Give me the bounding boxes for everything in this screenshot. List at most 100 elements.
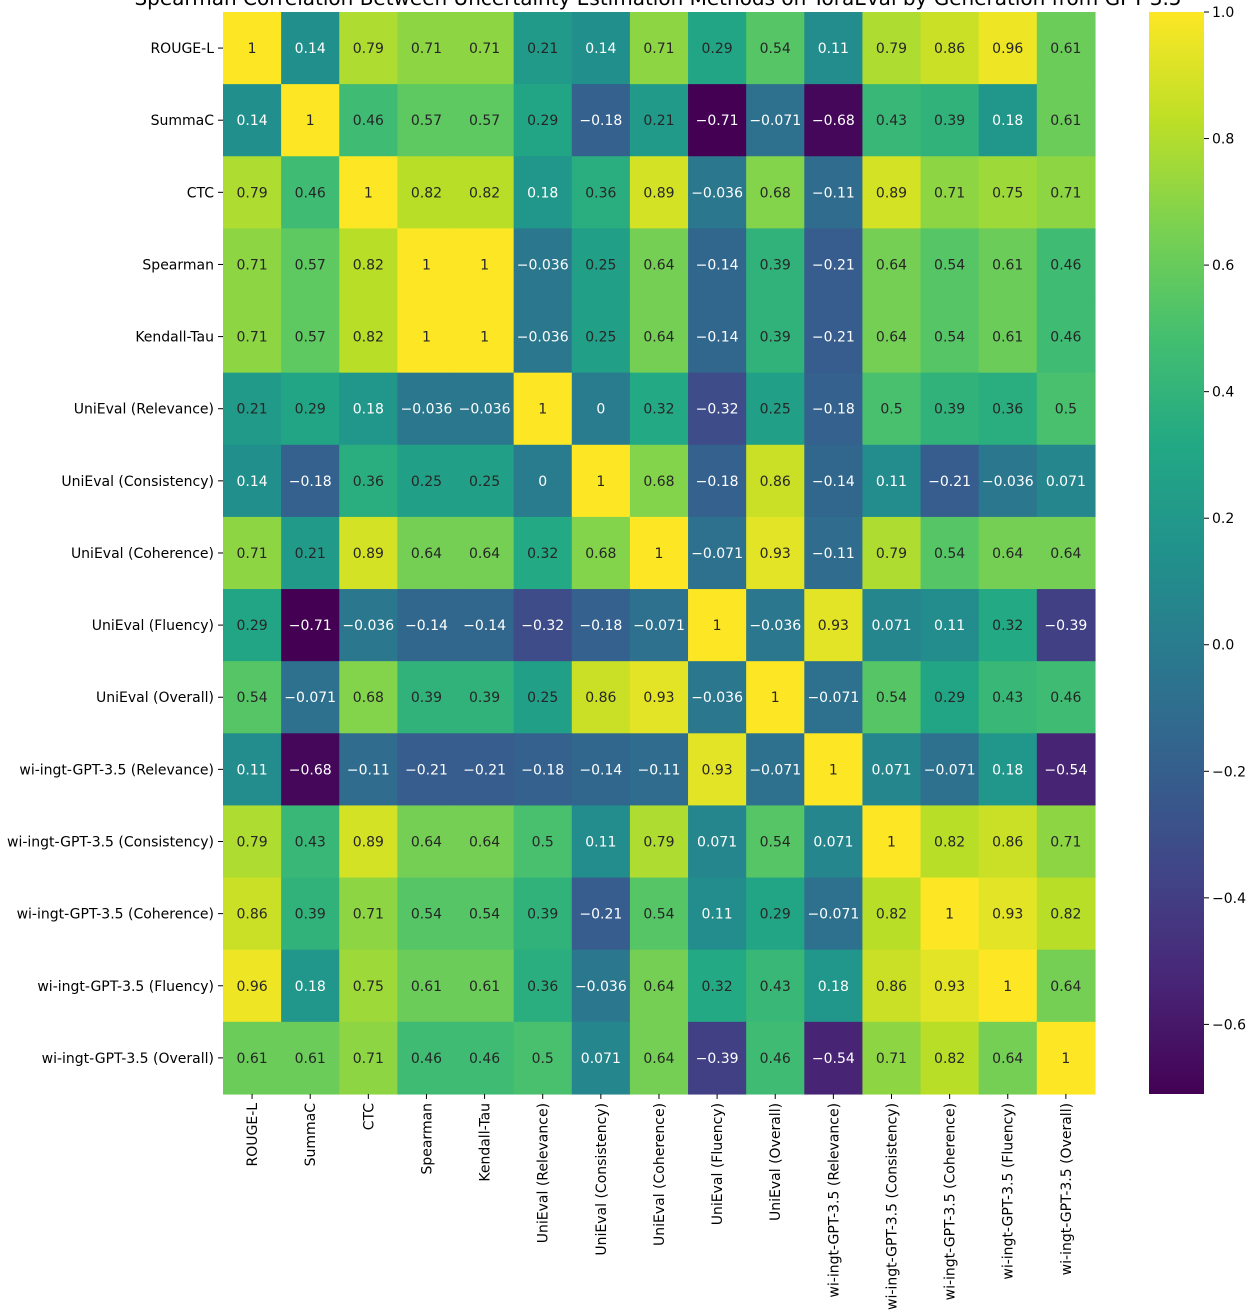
x-tick-label: ROUGE-L	[245, 1103, 261, 1167]
heatmap-cell	[339, 156, 398, 229]
cell-value-label: −0.11	[812, 185, 855, 201]
y-tick-label: CTC	[187, 185, 215, 201]
cell-value-label: 0.71	[1050, 185, 1081, 201]
cell-value-label: 0.18	[295, 979, 326, 995]
heatmap-cell	[339, 733, 398, 807]
colorbar-tick-label: −0.4	[1212, 891, 1246, 907]
cell-value-label: 0.89	[876, 185, 907, 201]
cell-value-label: 0.54	[876, 690, 907, 706]
heatmap-cell	[513, 516, 573, 590]
heatmap-cell	[920, 12, 980, 85]
cell-value-label: 0.46	[469, 1051, 500, 1067]
heatmap-cell	[920, 84, 980, 157]
cell-value-label: 0.71	[353, 907, 384, 923]
cell-value-label: 0.29	[236, 618, 267, 634]
cell-value-label: 0.64	[992, 1051, 1023, 1067]
cell-value-label: 0.93	[992, 907, 1023, 923]
heatmap-cell	[223, 661, 282, 734]
cell-value-label: 0.25	[585, 330, 616, 346]
heatmap-cell	[688, 156, 747, 229]
heatmap-cell	[397, 12, 457, 85]
cell-value-label: 0.39	[469, 690, 500, 706]
heatmap-cell	[339, 589, 398, 662]
cell-value-label: 0.61	[295, 1051, 326, 1067]
heatmap-cell	[746, 589, 805, 662]
heatmap-cell	[746, 156, 805, 229]
heatmap-cell	[804, 1021, 864, 1095]
cell-value-label: 0.14	[585, 41, 616, 57]
cell-value-label: 0.82	[469, 185, 500, 201]
heatmap-cells: 1 0.14 0.79 0.71 0.71 0.21 0.14 0.71 0.29 0.54 0.1…	[223, 12, 1096, 1095]
cell-value-label: 0.54	[643, 907, 674, 923]
cell-value-label: 0.071	[581, 1051, 621, 1067]
cell-value-label: 0.82	[876, 907, 907, 923]
cell-value-label: 0.11	[585, 834, 616, 850]
heatmap-cell	[455, 372, 515, 446]
cell-value-label: 0.25	[585, 257, 616, 273]
heatmap-cell	[339, 949, 398, 1023]
heatmap-cell	[804, 589, 864, 662]
cell-value-label: −0.68	[289, 762, 332, 778]
x-tick-label: wi-ingt-GPT-3.5 (Overall)	[1059, 1103, 1075, 1275]
heatmap-cell	[397, 1021, 457, 1095]
cell-value-label: 0.43	[760, 979, 791, 995]
colorbar-tick-label: −0.2	[1212, 764, 1246, 780]
cell-value-label: 0.79	[236, 185, 267, 201]
heatmap-cell	[629, 805, 689, 879]
heatmap-cell	[571, 228, 631, 302]
heatmap-cell	[1036, 300, 1096, 374]
cell-value-label: 0.21	[236, 402, 267, 418]
x-tick-label: UniEval (Overall)	[768, 1103, 784, 1221]
cell-value-label: −0.071	[749, 113, 801, 129]
heatmap-cell	[862, 589, 922, 662]
heatmap-cell	[455, 12, 515, 85]
cell-value-label: 0.75	[992, 185, 1023, 201]
cell-value-label: −0.21	[579, 907, 622, 923]
heatmap-cell	[978, 733, 1038, 807]
cell-value-label: 0.71	[469, 41, 500, 57]
cell-value-label: 0.14	[295, 41, 326, 57]
cell-value-label: 0.36	[353, 474, 384, 490]
heatmap-cell	[688, 300, 747, 374]
cell-value-label: −0.68	[812, 113, 855, 129]
y-tick-label: wi-ingt-GPT-3.5 (Relevance)	[19, 762, 214, 778]
heatmap-cell	[397, 444, 457, 518]
cell-value-label: 0.64	[1050, 546, 1081, 562]
heatmap-cell	[339, 1021, 398, 1095]
heatmap-cell	[223, 228, 282, 302]
y-tick-label: wi-ingt-GPT-3.5 (Overall)	[42, 1051, 214, 1067]
heatmap-cell	[1036, 733, 1096, 807]
cell-value-label: 0.43	[876, 113, 907, 129]
cell-value-label: 0.68	[353, 690, 384, 706]
heatmap-cell	[1036, 661, 1096, 734]
heatmap-cell	[223, 877, 282, 951]
heatmap-cell	[978, 805, 1038, 879]
heatmap-cell	[629, 12, 689, 85]
heatmap-cell	[688, 661, 747, 734]
heatmap-cell	[978, 84, 1038, 157]
y-tick-label: SummaC	[151, 113, 215, 129]
heatmap-cell	[920, 156, 980, 229]
heatmap-cell	[688, 949, 747, 1023]
cell-value-label: 0.71	[643, 41, 674, 57]
heatmap-cell	[281, 228, 340, 302]
cell-value-label: 0.071	[871, 618, 911, 634]
heatmap-cell	[223, 12, 282, 85]
heatmap-cell	[629, 228, 689, 302]
heatmap-cell	[629, 444, 689, 518]
heatmap-cell	[339, 372, 398, 446]
y-tick-label: Spearman	[142, 257, 214, 273]
cell-value-label: 0.79	[876, 546, 907, 562]
cell-value-label: 0.11	[934, 618, 965, 634]
heatmap-cell	[1036, 84, 1096, 157]
cell-value-label: 0.61	[236, 1051, 267, 1067]
cell-value-label: 0.61	[992, 330, 1023, 346]
heatmap-cell	[978, 228, 1038, 302]
cell-value-label: 0.96	[236, 979, 267, 995]
cell-value-label: −0.18	[696, 474, 739, 490]
heatmap-cell	[688, 372, 747, 446]
cell-value-label: 0.54	[934, 546, 965, 562]
heatmap-cell	[455, 516, 515, 590]
heatmap-cell	[746, 1021, 805, 1095]
cell-value-label: 0.36	[992, 402, 1023, 418]
